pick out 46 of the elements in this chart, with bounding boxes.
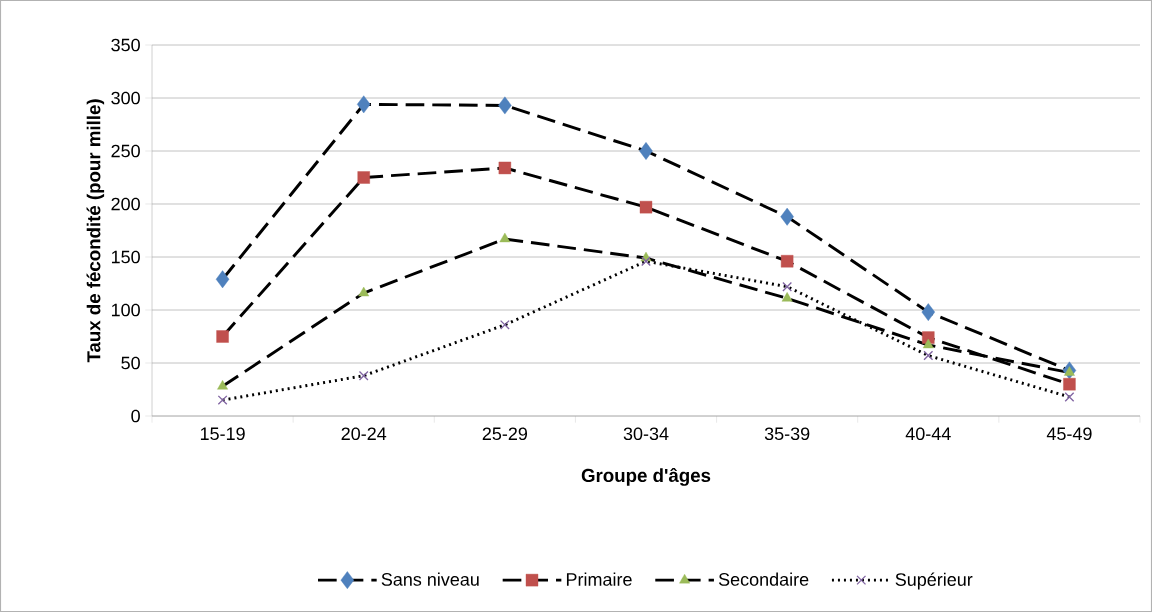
x-tick-label: 35-39 [764,427,810,441]
point [357,171,370,184]
point [217,380,228,390]
point [357,95,371,114]
point [216,330,229,343]
point [1064,366,1075,376]
point [1063,378,1076,391]
point [921,303,935,321]
point [1064,392,1075,402]
point [217,395,228,406]
x-axis-title: Groupe d'âges [581,467,711,486]
point [639,200,653,214]
y-tick-label: 100 [111,303,140,317]
point [782,281,793,292]
point [923,350,934,361]
x-tick-label: 30-34 [623,427,669,441]
x-tick-label: 20-24 [341,427,387,441]
point [358,370,369,381]
y-tick-label: 250 [111,144,140,158]
y-axis-title: Taux de fécondité (pour mille) [86,99,105,363]
y-tick-label: 150 [111,250,140,264]
point [215,270,230,289]
x-tick-label: 45-49 [1046,427,1092,441]
point [780,207,794,226]
point [781,292,793,302]
legend-label: Primaire [566,572,632,586]
y-tick-label: 0 [131,409,140,423]
y-tick-label: 50 [121,356,140,370]
point [358,286,370,297]
y-tick-label: 200 [111,197,140,211]
point [641,256,651,267]
point [498,161,512,175]
point [499,232,511,243]
legend-label: Supérieur [895,572,973,590]
point [639,142,653,160]
x-tick-label: 15-19 [200,427,245,441]
x-tick-label: 25-29 [482,427,528,441]
point [498,96,512,115]
y-tick-label: 350 [111,38,140,52]
legend-label: Secondaire [718,572,809,586]
point [780,255,794,268]
legend-label: Sans niveau [381,572,479,586]
point [499,319,510,330]
x-tick-label: 40-44 [905,427,951,441]
point [922,338,934,349]
y-tick-label: 300 [111,91,140,105]
